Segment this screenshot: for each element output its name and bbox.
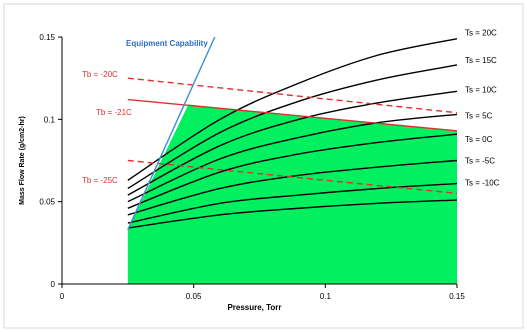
axes-layer: 0 0.05 0.1 0.15 0 0.05 0.1 0.15 Pressure, Torr Ma… (19, 33, 465, 312)
ts-label-3: Ts = 5C (465, 111, 493, 120)
x-axis-title: Pressure, Torr (227, 303, 281, 312)
tb-line-2 (127, 159, 458, 195)
ts-label-4: Ts = 0C (465, 135, 493, 144)
y-tick-label-2: 0.1 (44, 115, 56, 124)
tb-line-1 (127, 98, 458, 132)
ts-label-1: Ts = 15C (465, 56, 497, 65)
tb-line-0 (127, 77, 458, 114)
ts-curve-6 (127, 182, 458, 224)
tb-label-1: Tb = -21C (96, 108, 132, 117)
ts-label-2: Ts = 10C (465, 85, 497, 94)
series-layer (127, 36, 458, 230)
x-tick-label-2: 0.1 (320, 292, 332, 301)
y-tick-label-3: 0.15 (39, 33, 55, 42)
ts-curve-5 (127, 159, 458, 216)
tb-label-0: Tb = -20C (82, 70, 118, 79)
x-tick-label-0: 0 (60, 292, 65, 301)
labels-layer: Ts = 20C Ts = 15C Ts = 10C Ts = 5C Ts = 0C Ts… (82, 29, 500, 188)
ts-curve-3 (127, 113, 458, 203)
ts-curve-2 (127, 90, 458, 196)
x-tick-label-3: 0.15 (449, 292, 465, 301)
y-tick-label-1: 0.05 (39, 198, 55, 207)
ts-label-5: Ts = -5C (465, 157, 495, 166)
design-space-area (127, 104, 457, 284)
ts-label-0: Ts = 20C (465, 29, 497, 38)
y-tick-label-0: 0 (51, 280, 56, 289)
plot-area (127, 104, 457, 284)
ts-curve-4 (127, 133, 458, 209)
y-axis-title: Mass Flow Rate (g/cm2-hr) (19, 116, 26, 205)
ts-curve-7 (127, 199, 458, 229)
ts-curve-0 (127, 37, 458, 181)
equipment-capability-line (127, 36, 216, 230)
ts-curve-1 (127, 64, 458, 190)
equipment-capability-label: Equipment Capability (126, 39, 208, 48)
x-tick-label-1: 0.05 (186, 292, 202, 301)
ts-label-6: Ts = -10C (465, 179, 500, 188)
tb-label-2: Tb = -25C (82, 176, 118, 185)
